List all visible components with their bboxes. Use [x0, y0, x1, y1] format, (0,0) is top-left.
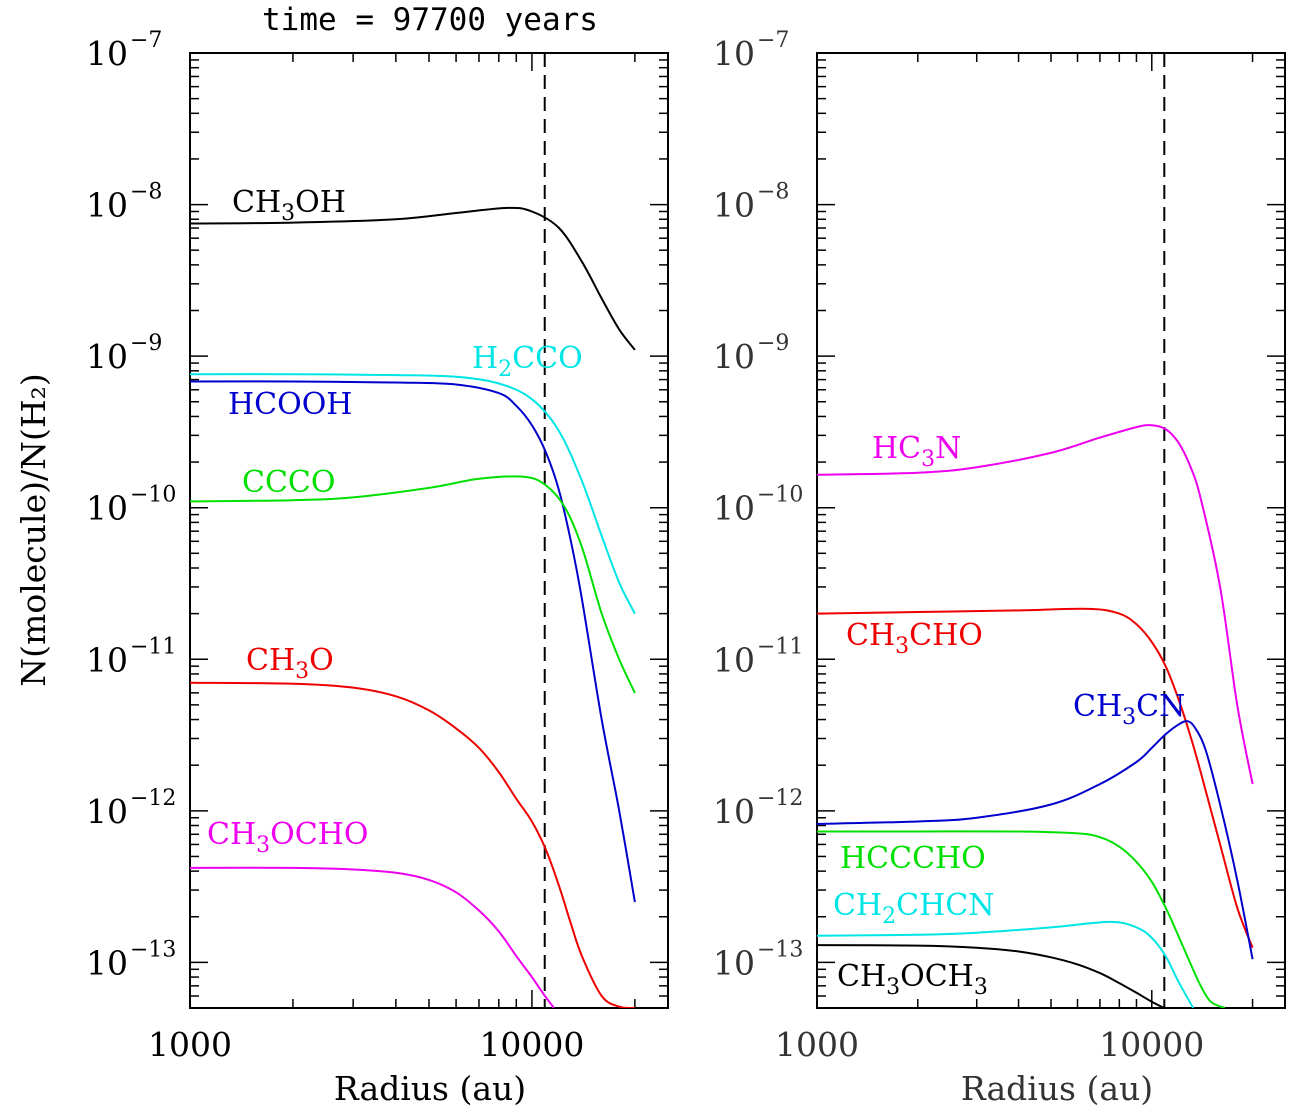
y-tick-exponent: −8: [757, 180, 789, 205]
series-label-ch3o: CH3O: [246, 643, 334, 684]
y-tick-label: 10: [86, 792, 128, 831]
y-tick-exponent: −7: [757, 28, 789, 53]
series-line-h2cco: [190, 373, 636, 615]
series-label-ch3och3: CH3OCH3: [837, 959, 988, 1000]
y-tick-label: 10: [713, 640, 755, 679]
y-tick-label: 10: [86, 337, 128, 376]
y-tick-exponent: −10: [757, 483, 803, 508]
series-label-ccco: CCCO: [242, 465, 335, 500]
series-line-ch3o: [190, 681, 635, 1008]
y-tick-exponent: −11: [130, 634, 176, 659]
series-label-ch2chcn: CH2CHCN: [833, 888, 994, 929]
series-line-hcooh: [190, 380, 636, 903]
y-tick-exponent: −12: [757, 786, 803, 811]
x-tick-label: 1000: [775, 1025, 859, 1064]
x-tick-label: 10000: [479, 1025, 584, 1064]
series-line-hc3n: [817, 424, 1254, 785]
y-tick-label: 10: [713, 792, 755, 831]
series-line-ccco: [190, 475, 636, 694]
series-label-ch3oh: CH3OH: [232, 185, 346, 226]
y-tick-exponent: −13: [130, 937, 176, 962]
series-line-ch3cho: [817, 607, 1254, 949]
y-tick-exponent: −7: [130, 28, 162, 53]
y-tick-exponent: −9: [130, 331, 162, 356]
y-tick-label: 10: [86, 489, 128, 528]
y-tick-exponent: −9: [757, 331, 789, 356]
series-line-hcccho: [817, 830, 1225, 1008]
series-label-hc3n: HC3N: [872, 431, 961, 472]
x-axis-title-left: Radius (au): [334, 1069, 526, 1108]
y-tick-label: 10: [713, 186, 755, 225]
x-tick-label: 10000: [1099, 1025, 1204, 1064]
x-tick-label: 1000: [148, 1025, 232, 1064]
y-tick-exponent: −11: [757, 634, 803, 659]
y-tick-label: 10: [713, 489, 755, 528]
chart-title: time = 97700 years: [262, 2, 598, 38]
series-line-ch2chcn: [817, 920, 1195, 1008]
series-label-ch3ocho: CH3OCHO: [207, 817, 368, 858]
series-line-ch3oh: [190, 206, 636, 351]
series-label-ch3cn: CH3CN: [1073, 689, 1185, 730]
series-label-hcccho: HCCCHO: [840, 841, 986, 876]
series-label-ch3cho: CH3CHO: [846, 618, 983, 659]
y-tick-label: 10: [86, 186, 128, 225]
y-tick-exponent: −10: [130, 483, 176, 508]
y-tick-label: 10: [86, 640, 128, 679]
y-axis-title: N(molecule)/N(H₂): [14, 373, 53, 686]
x-axis-title-right: Radius (au): [961, 1069, 1153, 1108]
y-tick-exponent: −13: [757, 937, 803, 962]
series-label-hcooh: HCOOH: [228, 387, 352, 422]
series-line-ch3ocho: [190, 866, 555, 1008]
y-tick-exponent: −8: [130, 180, 162, 205]
y-tick-exponent: −12: [130, 786, 176, 811]
y-tick-label: 10: [86, 34, 128, 73]
series-line-ch3cn: [817, 720, 1254, 960]
y-tick-label: 10: [713, 34, 755, 73]
y-tick-label: 10: [86, 943, 128, 982]
y-tick-label: 10: [713, 943, 755, 982]
y-tick-label: 10: [713, 337, 755, 376]
series-label-h2cco: H2CCO: [472, 341, 583, 382]
series-line-ch3och3: [817, 944, 1165, 1008]
